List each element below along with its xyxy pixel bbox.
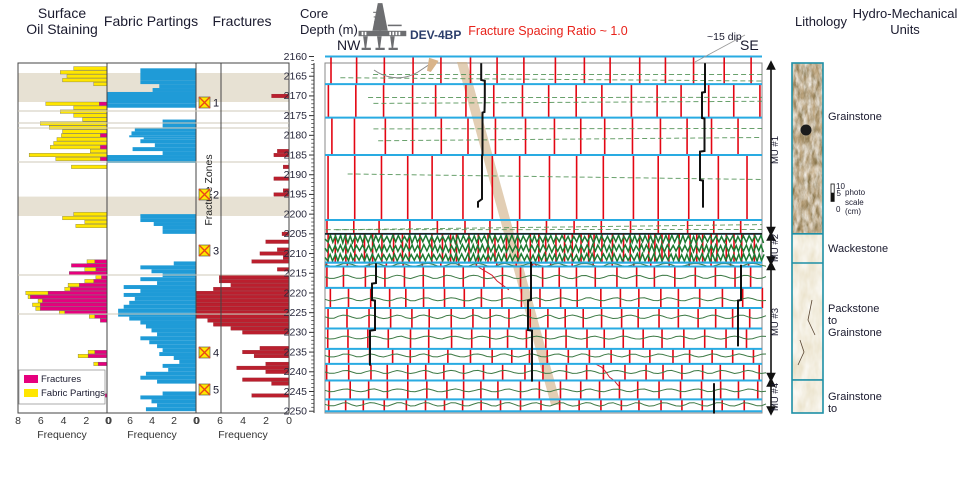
- svg-text:to: to: [828, 315, 837, 327]
- svg-text:2170: 2170: [284, 90, 308, 102]
- svg-text:Grainstone: Grainstone: [828, 111, 882, 123]
- svg-text:Surface: Surface: [38, 5, 86, 21]
- svg-text:Grainstone: Grainstone: [828, 327, 882, 339]
- svg-text:2235: 2235: [284, 346, 308, 358]
- svg-text:Oil Staining: Oil Staining: [26, 21, 98, 37]
- svg-text:2225: 2225: [284, 307, 308, 319]
- svg-text:MU #1: MU #1: [770, 136, 781, 164]
- svg-text:2175: 2175: [284, 110, 308, 122]
- svg-text:6: 6: [38, 415, 44, 427]
- svg-text:0: 0: [105, 415, 111, 427]
- svg-text:Grainstone: Grainstone: [828, 391, 882, 403]
- svg-text:2: 2: [263, 415, 269, 427]
- svg-text:Fracture Spacing Ratio ~ 1.0: Fracture Spacing Ratio ~ 1.0: [468, 24, 628, 38]
- svg-text:0: 0: [836, 205, 841, 214]
- svg-text:~15 dip: ~15 dip: [707, 31, 742, 43]
- svg-text:Fabric Partings: Fabric Partings: [104, 13, 198, 29]
- svg-text:DEV-4BP: DEV-4BP: [410, 28, 461, 42]
- svg-text:(cm): (cm): [845, 207, 861, 216]
- svg-text:Fractures: Fractures: [212, 13, 271, 29]
- svg-text:8: 8: [15, 415, 21, 427]
- svg-text:2: 2: [171, 415, 177, 427]
- svg-text:Lithology: Lithology: [795, 14, 848, 29]
- svg-text:Hydro-Mechanical: Hydro-Mechanical: [853, 6, 958, 21]
- svg-text:photo: photo: [845, 188, 866, 197]
- svg-text:2210: 2210: [284, 248, 308, 260]
- svg-text:2185: 2185: [284, 149, 308, 161]
- svg-text:2: 2: [213, 190, 219, 202]
- svg-text:2240: 2240: [284, 366, 308, 378]
- svg-text:4: 4: [213, 348, 219, 360]
- svg-text:0: 0: [194, 415, 200, 427]
- svg-text:Frequency: Frequency: [218, 429, 268, 441]
- svg-text:SE: SE: [740, 37, 759, 53]
- svg-text:4: 4: [149, 415, 155, 427]
- svg-text:scale: scale: [845, 198, 864, 207]
- svg-text:Units: Units: [890, 22, 920, 37]
- svg-text:1: 1: [213, 98, 219, 110]
- svg-text:2: 2: [83, 415, 89, 427]
- svg-text:2245: 2245: [284, 386, 308, 398]
- svg-text:MU #3: MU #3: [770, 308, 781, 336]
- svg-text:2180: 2180: [284, 130, 308, 142]
- svg-text:2195: 2195: [284, 189, 308, 201]
- svg-text:Core: Core: [300, 6, 328, 21]
- svg-text:Fabric Partings: Fabric Partings: [41, 388, 105, 399]
- svg-text:2215: 2215: [284, 268, 308, 280]
- svg-text:Frequency: Frequency: [37, 429, 87, 441]
- svg-text:4: 4: [61, 415, 67, 427]
- svg-text:NW: NW: [337, 37, 361, 53]
- svg-text:2230: 2230: [284, 327, 308, 339]
- svg-text:MU #4: MU #4: [770, 383, 781, 411]
- svg-text:4: 4: [240, 415, 246, 427]
- svg-text:6: 6: [217, 415, 223, 427]
- svg-text:2190: 2190: [284, 169, 308, 181]
- svg-text:2165: 2165: [284, 71, 308, 83]
- svg-text:Fractures: Fractures: [41, 374, 81, 385]
- svg-text:2205: 2205: [284, 228, 308, 240]
- svg-text:2220: 2220: [284, 287, 308, 299]
- svg-text:Depth (m): Depth (m): [300, 22, 358, 37]
- svg-text:2160: 2160: [284, 51, 308, 63]
- svg-text:5: 5: [837, 189, 842, 198]
- svg-text:2200: 2200: [284, 208, 308, 220]
- svg-text:Frequency: Frequency: [127, 429, 177, 441]
- svg-text:Packstone: Packstone: [828, 303, 879, 315]
- svg-text:0: 0: [286, 415, 292, 427]
- svg-text:MU #2: MU #2: [770, 234, 781, 262]
- svg-text:3: 3: [213, 246, 219, 258]
- svg-text:Wackestone: Wackestone: [828, 243, 888, 255]
- svg-text:6: 6: [127, 415, 133, 427]
- svg-text:to: to: [828, 403, 837, 415]
- svg-text:5: 5: [213, 385, 219, 397]
